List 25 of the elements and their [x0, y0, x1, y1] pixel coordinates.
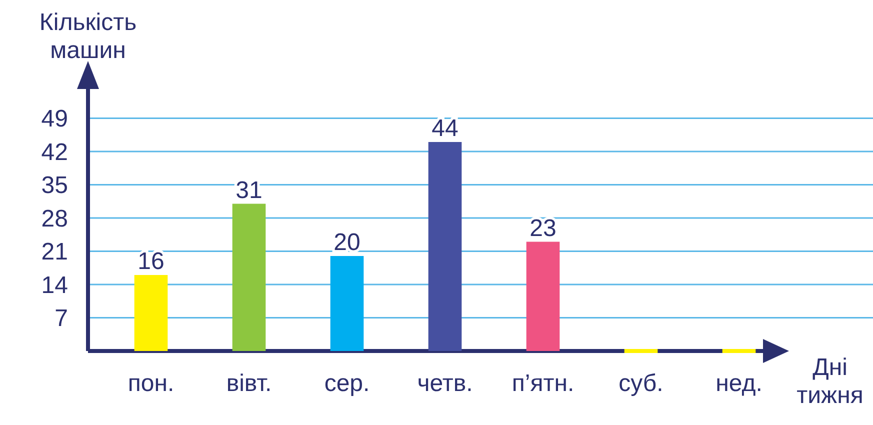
x-tick-label: пон. [128, 370, 174, 397]
y-tick-label: 42 [41, 138, 68, 166]
y-axis-title: Кількість машин [39, 9, 137, 64]
x-tick-label: нед. [716, 370, 762, 397]
y-tick-label: 35 [41, 172, 68, 200]
bar [428, 142, 462, 351]
data-label: 23 [530, 214, 556, 242]
bar [134, 275, 168, 351]
x-tick-label: сер. [324, 370, 370, 397]
y-tick-label: 14 [41, 272, 68, 299]
bar [330, 256, 364, 351]
y-tick-label: 21 [41, 238, 68, 266]
x-tick-label: суб. [618, 370, 664, 397]
y-tick-label: 7 [54, 305, 68, 332]
data-label: 16 [138, 248, 164, 275]
x-tick-label: вівт. [226, 370, 272, 397]
x-tick-label: п’ятн. [512, 370, 574, 397]
x-axis-title: Дні тижня [796, 354, 864, 409]
y-tick-label: 28 [41, 205, 68, 232]
y-tick-label: 49 [41, 106, 68, 133]
bar [232, 204, 266, 351]
data-label: 44 [432, 115, 458, 142]
x-tick-label: четв. [417, 370, 473, 397]
bar [526, 242, 560, 351]
data-label: 20 [334, 229, 360, 256]
